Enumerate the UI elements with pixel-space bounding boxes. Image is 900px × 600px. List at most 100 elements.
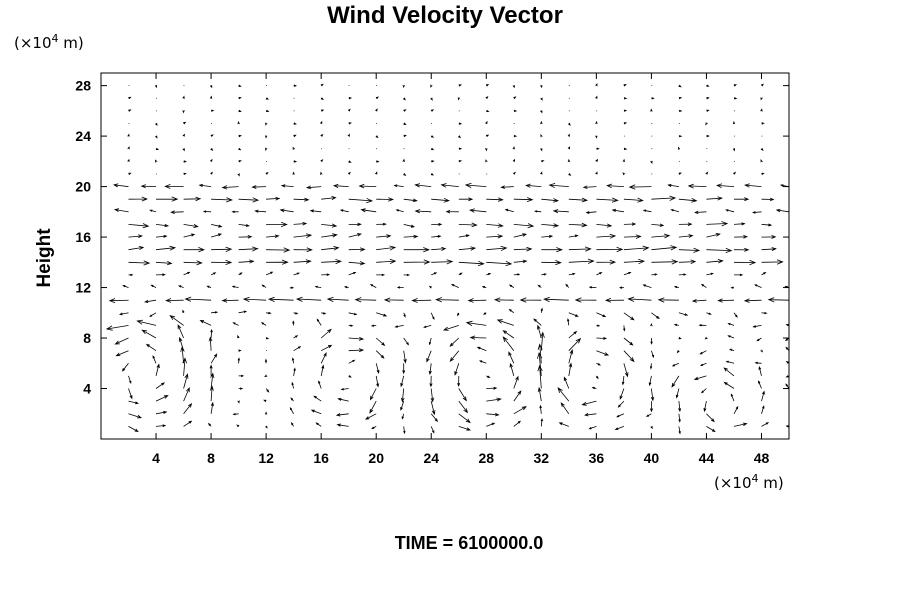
wind-vector [623,147,628,150]
wind-vector [706,233,721,238]
wind-vector [716,183,735,188]
wind-vector [723,367,735,377]
wind-vector [266,259,289,265]
wind-vector [557,387,570,402]
wind-vector [128,246,145,251]
wind-vector [623,245,650,251]
wind-vector [208,336,213,351]
x-axis-unit: (×104 m) [714,472,784,492]
wind-vector [539,404,542,414]
wind-vector [348,261,366,266]
wind-vector [348,272,357,276]
wind-vector [108,298,129,304]
y-tick-label: 8 [83,330,91,346]
wind-vector [651,223,665,227]
wind-vector [457,312,460,317]
wind-vector [238,235,253,239]
x-tick-label: 8 [207,450,215,466]
wind-vector [623,350,635,363]
wind-vector [540,85,543,89]
wind-vector [348,247,366,252]
wind-vector [145,343,157,352]
wind-vector [291,357,295,364]
wind-vector [568,122,571,126]
wind-vector [673,323,679,327]
wind-vector [706,109,710,112]
wind-vector [675,388,680,399]
wind-vector [568,173,572,176]
wind-vector [426,350,432,363]
wind-vector [232,412,239,416]
wind-vector [616,413,625,418]
wind-vector [400,388,405,403]
wind-vector [238,197,260,203]
wind-vector [678,97,683,100]
wind-vector [733,247,750,252]
wind-vector [423,325,432,328]
wind-vector [761,390,765,402]
wind-vector [394,325,404,328]
wind-vector [128,109,132,112]
wind-vector [627,296,652,302]
wind-vector [458,426,472,431]
wind-vector [756,337,762,342]
wind-vector [403,224,416,228]
wind-vector [508,284,515,288]
wind-vector [552,209,569,214]
wind-vector [595,171,598,175]
wind-vector [318,380,322,389]
wind-vector [760,159,763,163]
wind-vector [289,286,294,289]
wind-vector [238,259,255,264]
wind-vector [596,147,600,150]
wind-vector [449,350,460,363]
wind-vector [678,222,693,226]
wind-vector [458,246,477,251]
wind-vector [293,222,308,226]
x-tick-label: 4 [152,450,160,466]
wind-vector [321,223,338,228]
wind-vector [533,318,542,326]
wind-vector [141,329,157,339]
wind-vector [221,185,239,190]
wind-vector [458,234,470,238]
wind-vector [482,312,487,315]
wind-vector [440,183,459,188]
wind-vector [414,183,432,188]
wind-vector [651,97,655,100]
wind-vector [237,334,240,339]
wind-vector [678,172,682,175]
wind-vector [336,423,349,427]
wind-vector [588,426,597,430]
plot-frame [100,72,790,440]
wind-vector [290,397,294,402]
wind-vector [734,273,744,277]
wind-vector [469,335,487,340]
wind-vector [678,234,694,238]
wind-vector [265,336,270,340]
wind-vector [650,160,653,165]
wind-vector [402,84,405,89]
wind-vector [458,84,462,87]
wind-vector [540,133,543,138]
wind-vector [760,108,763,112]
wind-vector [376,273,386,277]
wind-vector [320,364,325,376]
wind-vector [305,185,322,190]
wind-vector [619,388,625,400]
wind-vector [623,363,629,378]
wind-vector [563,376,570,389]
wind-vector [450,284,459,288]
wind-vector [458,400,469,414]
wind-vector [595,120,598,125]
wind-vector [121,363,129,372]
wind-vector [360,208,377,213]
wind-vector [657,297,679,303]
y-axis-unit: (×104 m) [14,32,84,52]
wind-vector [469,208,487,213]
wind-vector [485,148,488,152]
wind-vector [354,297,377,303]
wind-vector [293,233,313,238]
wind-vector [128,413,143,419]
wind-vector [393,184,404,188]
